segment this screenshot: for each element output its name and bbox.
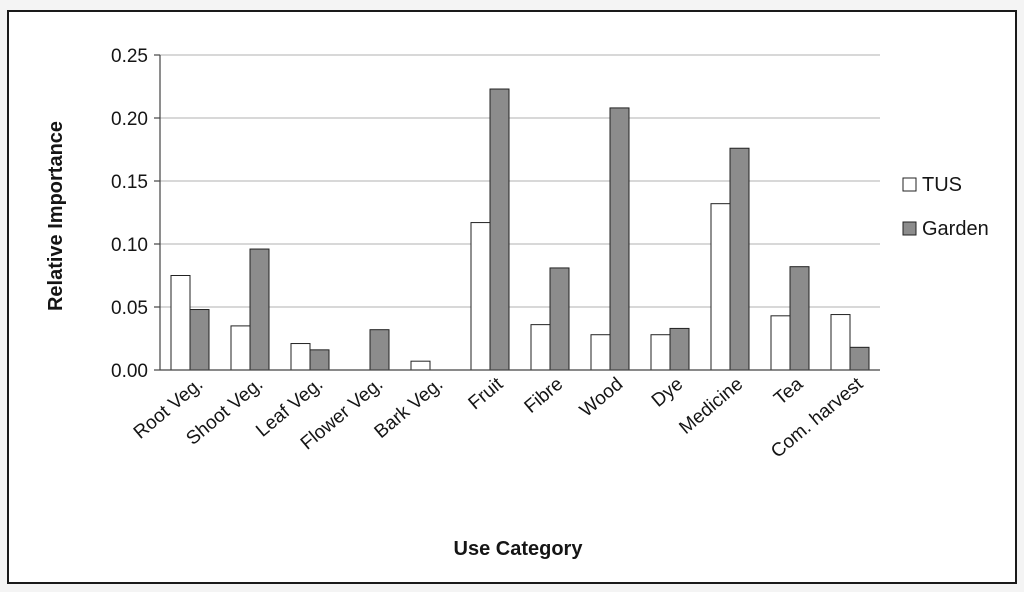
bar-garden-7 (609, 107, 630, 371)
bar-garden-2 (309, 349, 330, 371)
x-tick-label: Tea (770, 373, 807, 409)
x-tick-label: Dye (648, 374, 687, 412)
bar-tus-11 (830, 314, 851, 371)
legend-label: Garden (922, 218, 989, 240)
bar-garden-3 (369, 329, 390, 371)
bar-tus-6 (530, 324, 551, 371)
bar-garden-11 (849, 346, 870, 371)
bar-tus-8 (650, 334, 671, 371)
bar-tus-0 (170, 275, 191, 371)
legend: TUS Garden (902, 174, 989, 240)
bar-tus-4 (410, 360, 431, 371)
x-tick-label: Wood (576, 374, 627, 422)
bar-garden-5 (489, 88, 510, 371)
x-axis-title: Use Category (454, 538, 584, 560)
bar-garden-8 (669, 327, 690, 371)
bar-garden-9 (729, 147, 750, 371)
legend-swatch (902, 177, 917, 192)
y-tick-label: 0.25 (111, 46, 148, 67)
bar-tus-9 (710, 203, 731, 371)
bar-garden-6 (549, 267, 570, 371)
y-tick-label: 0.00 (111, 361, 148, 382)
y-tick-label: 0.05 (111, 298, 148, 319)
y-tick-label: 0.20 (111, 109, 148, 130)
bar-tus-2 (290, 343, 311, 371)
y-axis-title: Relative Importance (45, 121, 67, 311)
y-tick-label: 0.10 (111, 235, 148, 256)
bar-garden-1 (249, 248, 270, 371)
y-tick-label: 0.15 (111, 172, 148, 193)
bar-tus-5 (470, 222, 491, 371)
bar-tus-1 (230, 325, 251, 371)
x-tick-label: Fruit (465, 373, 508, 414)
bar-tus-7 (590, 334, 611, 371)
x-tick-label: Fibre (521, 374, 568, 418)
legend-label: TUS (922, 174, 962, 196)
bar-garden-0 (189, 309, 210, 371)
bar-garden-10 (789, 266, 810, 371)
bar-tus-10 (770, 315, 791, 371)
x-tick-label: Medicine (675, 374, 747, 439)
legend-swatch (902, 221, 917, 236)
